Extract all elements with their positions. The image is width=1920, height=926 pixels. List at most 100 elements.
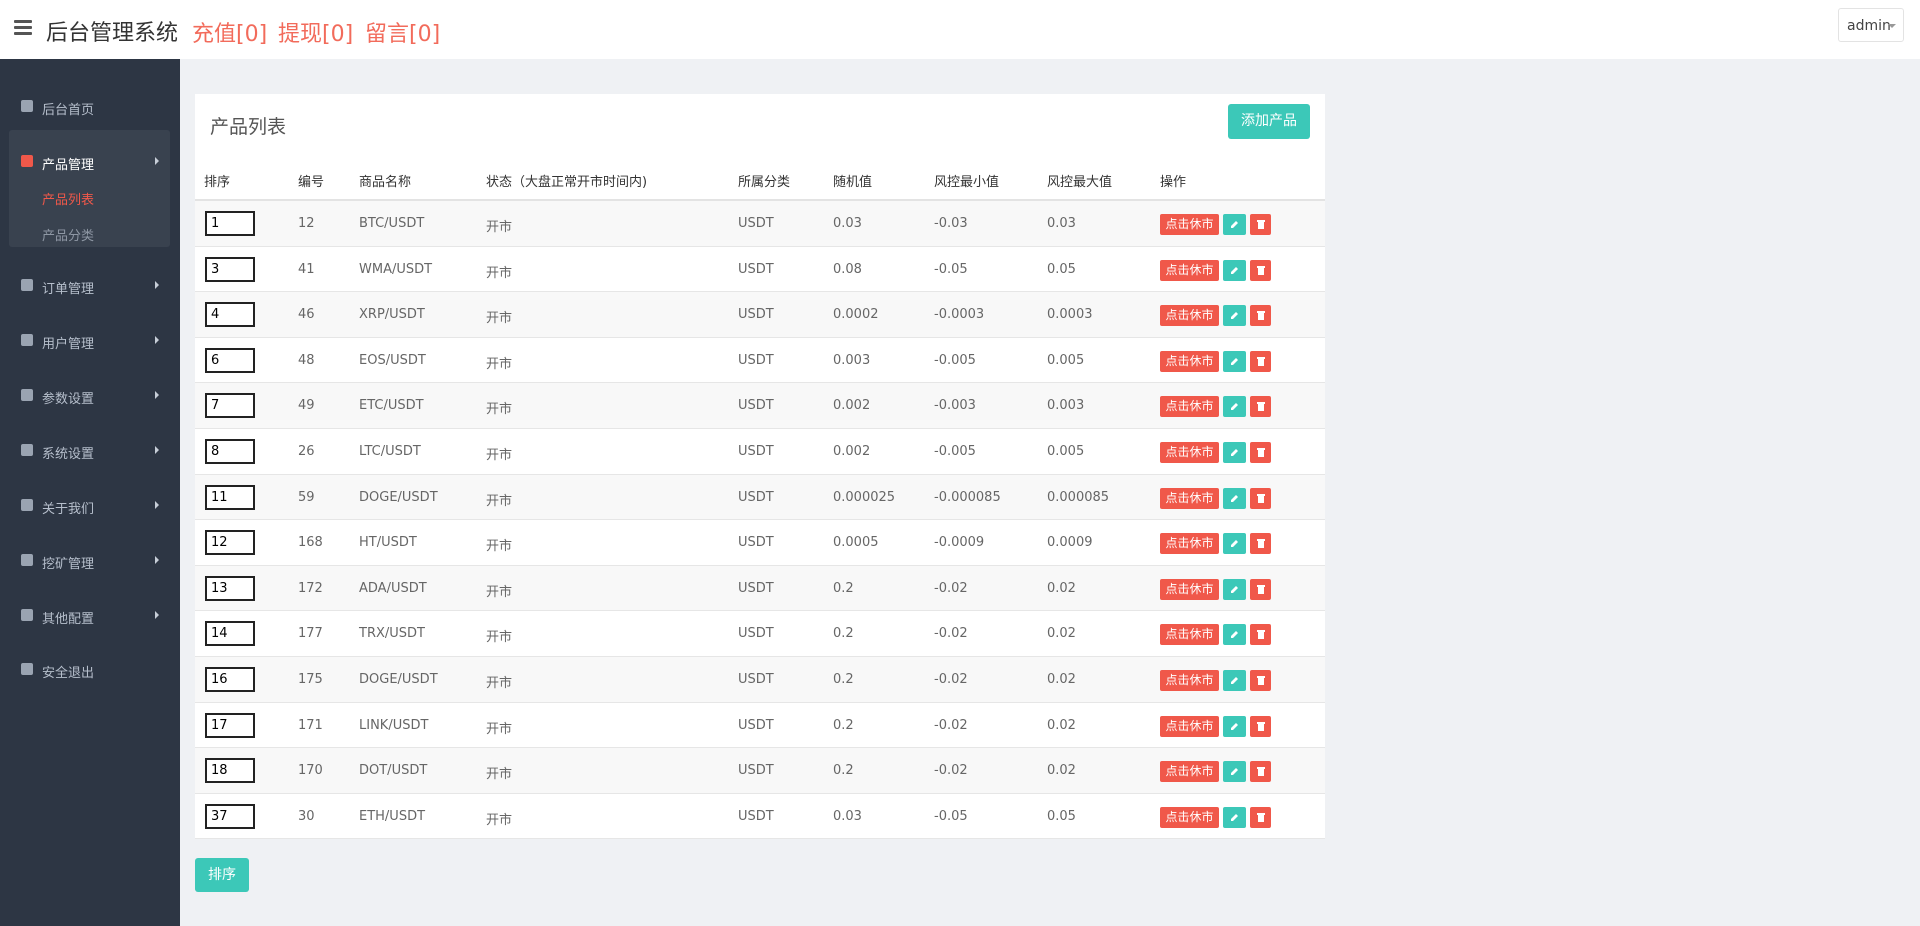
- edit-button[interactable]: [1223, 761, 1246, 783]
- close-market-button[interactable]: 点击休市: [1160, 624, 1219, 646]
- table-cell: 59: [298, 489, 315, 505]
- sort-input[interactable]: 3: [205, 256, 255, 282]
- delete-button[interactable]: [1250, 578, 1271, 600]
- sort-input[interactable]: 12: [205, 530, 255, 556]
- table-cell: 0.005: [1047, 352, 1085, 368]
- table-cell: EOS/USDT: [359, 352, 426, 368]
- table-cell: 开市: [486, 539, 513, 555]
- menu-label: 订单管理: [42, 282, 95, 297]
- edit-button[interactable]: [1223, 715, 1246, 737]
- menu-toggle[interactable]: [14, 20, 32, 36]
- table-cell: 0.0005: [833, 535, 879, 551]
- delete-button[interactable]: [1250, 624, 1271, 646]
- user-menu[interactable]: admin: [1838, 8, 1904, 42]
- close-market-button[interactable]: 点击休市: [1160, 214, 1219, 235]
- message-link[interactable]: 留言[0]: [365, 22, 441, 47]
- menu-label: 关于我们: [42, 502, 95, 517]
- sort-input[interactable]: 17: [205, 712, 255, 738]
- sort-input[interactable]: 6: [205, 347, 255, 373]
- sort-input[interactable]: 13: [205, 575, 255, 601]
- delete-button[interactable]: [1250, 761, 1271, 783]
- edit-button[interactable]: [1223, 442, 1246, 463]
- edit-button[interactable]: [1223, 305, 1246, 327]
- table-cell: 0.03: [833, 808, 862, 824]
- edit-button[interactable]: [1223, 487, 1246, 509]
- table-cell: USDT: [738, 398, 774, 414]
- delete-button[interactable]: [1250, 487, 1271, 509]
- delete-button[interactable]: [1250, 670, 1271, 691]
- table-cell: 177: [298, 626, 323, 642]
- menu-item[interactable]: 其他配置: [0, 608, 180, 627]
- table-cell: DOGE/USDT: [359, 489, 438, 505]
- table-cell: 0.0009: [1047, 535, 1093, 551]
- edit-button[interactable]: [1223, 259, 1246, 281]
- sort-input[interactable]: 16: [205, 667, 255, 692]
- sort-input[interactable]: 8: [205, 439, 255, 464]
- table-row: 14 177 TRX/USDT 开市 USDT 0.2 -0.02 0.02 点击休市: [195, 611, 1325, 657]
- delete-button[interactable]: [1250, 214, 1271, 235]
- table-cell: -0.0003: [934, 307, 985, 323]
- close-market-button[interactable]: 点击休市: [1160, 761, 1219, 783]
- menu-item[interactable]: 产品管理: [0, 154, 180, 173]
- delete-button[interactable]: [1250, 259, 1271, 281]
- table-cell: DOT/USDT: [359, 763, 428, 779]
- menu-item[interactable]: 关于我们: [0, 498, 180, 517]
- edit-button[interactable]: [1223, 578, 1246, 600]
- close-market-button[interactable]: 点击休市: [1160, 533, 1219, 555]
- close-market-button[interactable]: 点击休市: [1160, 350, 1219, 372]
- table-row: 11 59 DOGE/USDT 开市 USDT 0.000025 -0.000085 0.00…: [195, 474, 1325, 521]
- close-market-button[interactable]: 点击休市: [1160, 806, 1219, 828]
- close-market-button[interactable]: 点击休市: [1160, 305, 1219, 327]
- edit-button[interactable]: [1223, 350, 1246, 372]
- sort-input[interactable]: 11: [205, 484, 255, 510]
- edit-button[interactable]: [1223, 533, 1246, 555]
- sort-input[interactable]: 14: [205, 621, 255, 647]
- menu-item[interactable]: 安全退出: [0, 662, 180, 681]
- sort-input[interactable]: 18: [205, 758, 255, 784]
- withdraw-link[interactable]: 提现[0]: [278, 22, 354, 47]
- edit-button[interactable]: [1223, 670, 1246, 691]
- delete-button[interactable]: [1250, 442, 1271, 463]
- column-header: 风控最大值: [1047, 175, 1113, 190]
- sort-input[interactable]: 37: [205, 803, 255, 829]
- delete-button[interactable]: [1250, 396, 1271, 418]
- close-market-button[interactable]: 点击休市: [1160, 578, 1219, 600]
- menu-item[interactable]: 系统设置: [0, 443, 180, 462]
- close-market-button[interactable]: 点击休市: [1160, 715, 1219, 737]
- delete-button[interactable]: [1250, 533, 1271, 555]
- close-market-button[interactable]: 点击休市: [1160, 670, 1219, 691]
- close-market-button[interactable]: 点击休市: [1160, 487, 1219, 509]
- table-cell: 开市: [486, 356, 513, 372]
- delete-icon: [1256, 311, 1265, 321]
- delete-button[interactable]: [1250, 806, 1271, 828]
- sort-input[interactable]: 1: [205, 211, 255, 236]
- submenu-item[interactable]: 产品列表: [42, 193, 95, 208]
- close-market-button[interactable]: 点击休市: [1160, 396, 1219, 418]
- sort-input[interactable]: 7: [205, 393, 255, 419]
- menu-item[interactable]: 订单管理: [0, 278, 180, 297]
- edit-button[interactable]: [1223, 214, 1246, 235]
- close-market-button[interactable]: 点击休市: [1160, 442, 1219, 463]
- edit-button[interactable]: [1223, 806, 1246, 828]
- submenu-item[interactable]: 产品分类: [42, 229, 95, 244]
- add-product-button[interactable]: 添加产品: [1228, 104, 1310, 139]
- table-cell: 49: [298, 398, 315, 414]
- edit-icon: [1231, 357, 1238, 365]
- sort-input[interactable]: 4: [205, 302, 255, 328]
- menu-item[interactable]: 挖矿管理: [0, 553, 180, 572]
- recharge-link[interactable]: 充值[0]: [192, 22, 268, 47]
- table-cell: 48: [298, 352, 315, 368]
- edit-button[interactable]: [1223, 396, 1246, 418]
- edit-button[interactable]: [1223, 624, 1246, 646]
- menu-item[interactable]: 参数设置: [0, 388, 180, 407]
- menu-item[interactable]: 用户管理: [0, 333, 180, 352]
- close-market-button[interactable]: 点击休市: [1160, 259, 1219, 281]
- menu-icon: [21, 155, 33, 167]
- table-cell: 开市: [486, 448, 513, 463]
- table-cell: 0.02: [1047, 717, 1076, 733]
- menu-item[interactable]: 后台首页: [0, 99, 180, 118]
- delete-button[interactable]: [1250, 350, 1271, 372]
- delete-button[interactable]: [1250, 715, 1271, 737]
- sort-button[interactable]: 排序: [195, 858, 249, 892]
- delete-button[interactable]: [1250, 305, 1271, 327]
